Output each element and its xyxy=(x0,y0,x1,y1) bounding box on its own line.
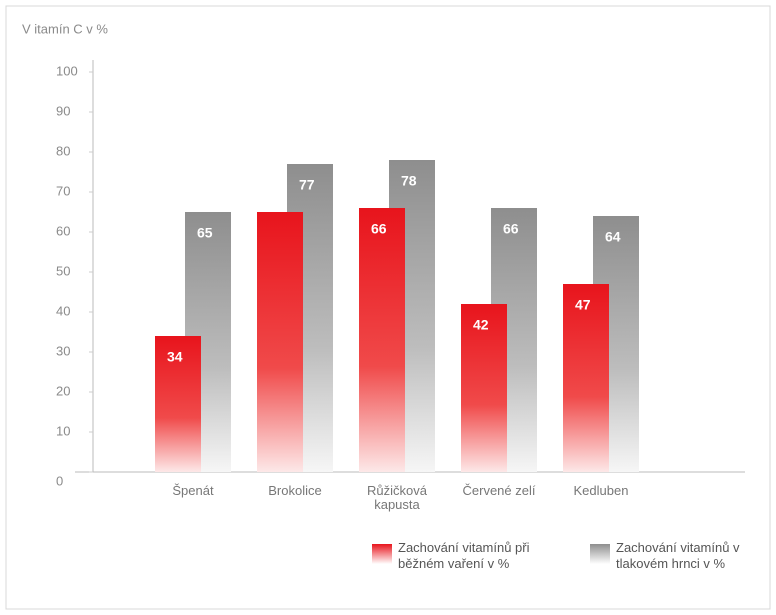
y-tick-label: 50 xyxy=(56,263,70,278)
legend-label: Zachování vitamínů v tlakovém hrnci v % xyxy=(616,540,740,571)
y-tick-label: 10 xyxy=(56,423,70,438)
value-label: 47 xyxy=(575,297,591,313)
value-label: 77 xyxy=(299,177,315,193)
x-tick-label: Brokolice xyxy=(268,483,322,498)
bar xyxy=(257,212,303,472)
y-tick-label: 60 xyxy=(56,223,70,238)
bar xyxy=(461,304,507,472)
legend-swatch xyxy=(590,544,610,564)
chart-title: V itamín C v % xyxy=(22,21,108,36)
x-tick-label: Růžičková kapusta xyxy=(367,483,427,512)
y-tick-label: 90 xyxy=(56,103,70,118)
value-label: 42 xyxy=(473,317,489,333)
frame xyxy=(5,5,771,610)
x-tick-label: Špenát xyxy=(172,483,214,498)
value-label: 78 xyxy=(401,173,417,189)
y-tick-label: 40 xyxy=(56,303,70,318)
legend-swatch xyxy=(372,544,392,564)
x-tick-label: Červené zelí xyxy=(462,483,536,498)
y-tick-label: 70 xyxy=(56,183,70,198)
y-tick-label: 30 xyxy=(56,343,70,358)
bar xyxy=(155,336,201,472)
y-tick-label: 100 xyxy=(56,63,78,78)
value-label: 34 xyxy=(167,349,183,365)
y-tick-label: 20 xyxy=(56,383,70,398)
bar xyxy=(359,208,405,472)
y-tick-label: 80 xyxy=(56,143,70,158)
x-tick-label: Kedluben xyxy=(573,483,629,498)
value-label: 65 xyxy=(197,225,213,241)
bar xyxy=(563,284,609,472)
value-label: 64 xyxy=(605,229,621,245)
value-label: 66 xyxy=(371,221,387,237)
y-tick-label: 0 xyxy=(56,473,63,488)
value-label: 66 xyxy=(503,221,519,237)
legend-label: Zachování vitamínů při běžném vaření v % xyxy=(398,540,530,571)
